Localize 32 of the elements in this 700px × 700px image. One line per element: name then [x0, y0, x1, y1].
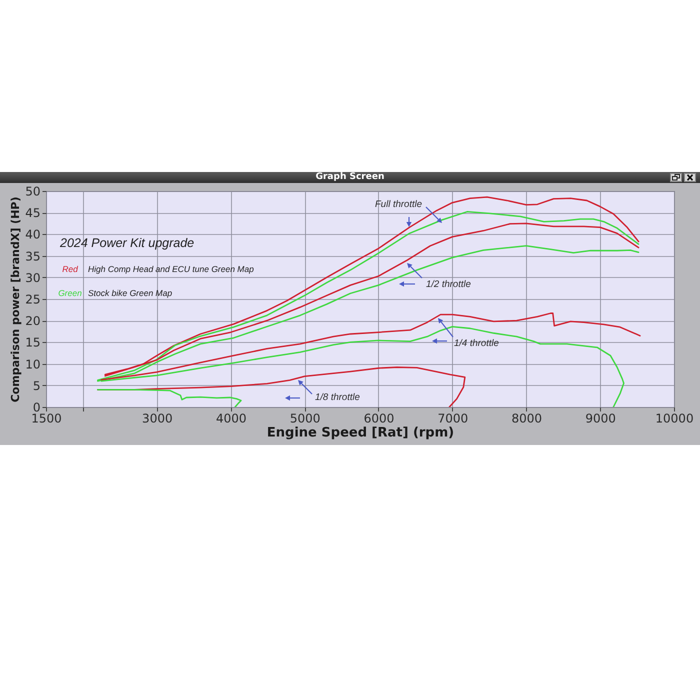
- y-tick-label: 40: [25, 228, 40, 242]
- x-tick-label: 5000: [290, 412, 320, 426]
- x-tick-label: 7000: [438, 412, 468, 426]
- x-tick-label: 9000: [585, 412, 616, 426]
- annotation: Green: [57, 288, 83, 299]
- y-tick-label: 0: [32, 400, 40, 414]
- y-tick-label: 50: [25, 184, 40, 198]
- y-tick-label: 5: [32, 378, 40, 393]
- y-tick-label: 30: [25, 270, 40, 285]
- annotation: Full throttle: [375, 198, 422, 210]
- annotation: 1/4 throttle: [454, 338, 499, 348]
- annotation: 1/8 throttle: [315, 392, 360, 402]
- y-tick-label: 45: [25, 206, 40, 220]
- annotation: 1/2 throttle: [426, 278, 471, 290]
- x-tick-label: 6000: [364, 412, 394, 426]
- text: 2024 Power Kit upgrade: [60, 235, 194, 251]
- annotation: Red: [61, 264, 79, 275]
- x-tick-label: 4000: [216, 412, 246, 426]
- annotation: Stock bike Green Map: [88, 288, 172, 299]
- y-tick-label: 35: [25, 249, 40, 264]
- y-tick-label: 15: [25, 336, 40, 350]
- x-tick-label: 3000: [142, 412, 173, 426]
- text: Graph Screen: [0, 172, 700, 183]
- annotation: High Comp Head and ECU tune Green Map: [88, 264, 254, 275]
- y-axis-title: Comparison power [brandX] (HP): [9, 196, 22, 402]
- x-tick-label: 1500: [31, 412, 62, 426]
- y-tick-label: 10: [25, 357, 40, 372]
- x-axis-title: Engine Speed [Rat] (rpm): [266, 426, 454, 440]
- y-tick-label: 20: [25, 314, 40, 328]
- x-tick-label: 8000: [511, 412, 542, 426]
- y-tick-label: 25: [25, 292, 40, 306]
- x-tick-label: 10000: [655, 412, 694, 426]
